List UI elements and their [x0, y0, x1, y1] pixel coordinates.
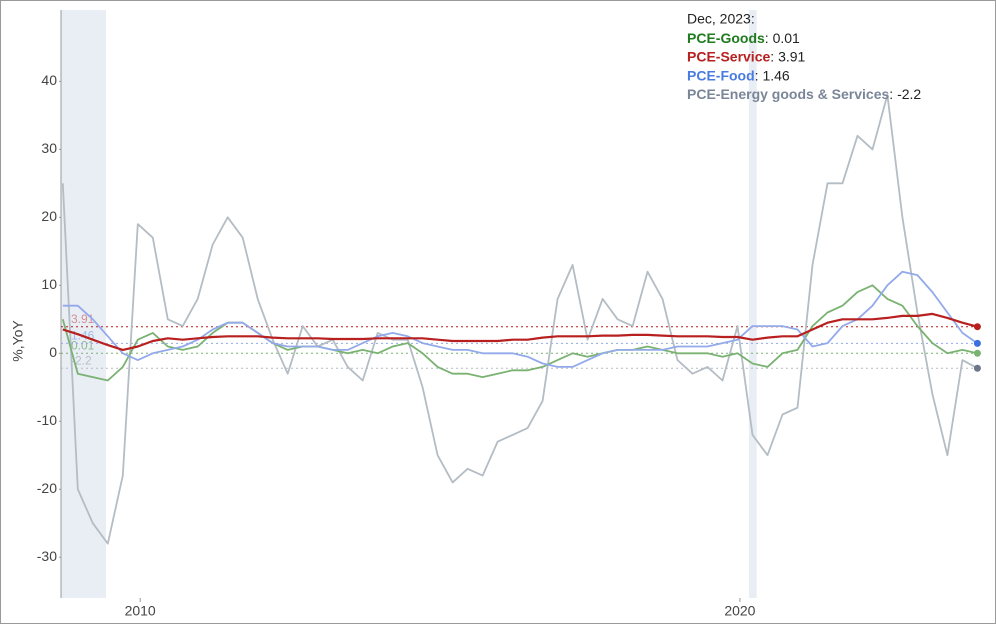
- end-point: [973, 323, 981, 331]
- legend-entry: PCE-Service: 3.91: [687, 48, 806, 64]
- legend-title: Dec, 2023:: [687, 11, 755, 27]
- x-tick-label: 2020: [724, 603, 755, 619]
- legend-value: -2.2: [897, 86, 921, 102]
- y-tick-label: 40: [41, 72, 57, 88]
- current-value-label: 0.01: [71, 338, 95, 352]
- y-tick-label: 10: [41, 276, 57, 292]
- end-point: [973, 364, 981, 372]
- y-tick-label: 20: [41, 208, 57, 224]
- legend-name: PCE-Energy goods & Services: [687, 86, 890, 102]
- legend-entry: PCE-Goods: 0.01: [687, 30, 800, 46]
- shaded-period: [61, 10, 106, 598]
- legend-entry: PCE-Food: 1.46: [687, 67, 790, 83]
- y-tick-label: -30: [37, 548, 57, 564]
- legend-value: 1.46: [762, 67, 789, 83]
- legend-separator: :: [765, 30, 773, 46]
- series-line: [61, 94, 978, 545]
- legend-name: PCE-Service: [687, 48, 770, 64]
- legend-separator: :: [889, 86, 897, 102]
- current-value-label: -2.2: [71, 353, 92, 367]
- x-tick-label: 2010: [125, 603, 156, 619]
- legend-separator: :: [755, 67, 763, 83]
- series-line: [61, 284, 978, 382]
- shaded-period: [748, 10, 757, 598]
- legend-entry: PCE-Energy goods & Services: -2.2: [687, 86, 921, 102]
- end-point: [973, 339, 981, 347]
- series-line: [62, 312, 978, 351]
- series-line: [62, 270, 978, 368]
- legend-name: PCE-Food: [687, 67, 755, 83]
- y-axis-label: %,YoY: [10, 320, 26, 362]
- y-tick-label: 30: [41, 140, 57, 156]
- legend-value: 0.01: [773, 30, 800, 46]
- legend-value: 3.91: [778, 48, 805, 64]
- y-tick-label: 0: [49, 344, 57, 360]
- y-tick-label: -20: [37, 480, 57, 496]
- legend-separator: :: [770, 48, 778, 64]
- end-point: [973, 349, 981, 357]
- legend-name: PCE-Goods: [687, 30, 765, 46]
- y-tick-label: -10: [37, 412, 57, 428]
